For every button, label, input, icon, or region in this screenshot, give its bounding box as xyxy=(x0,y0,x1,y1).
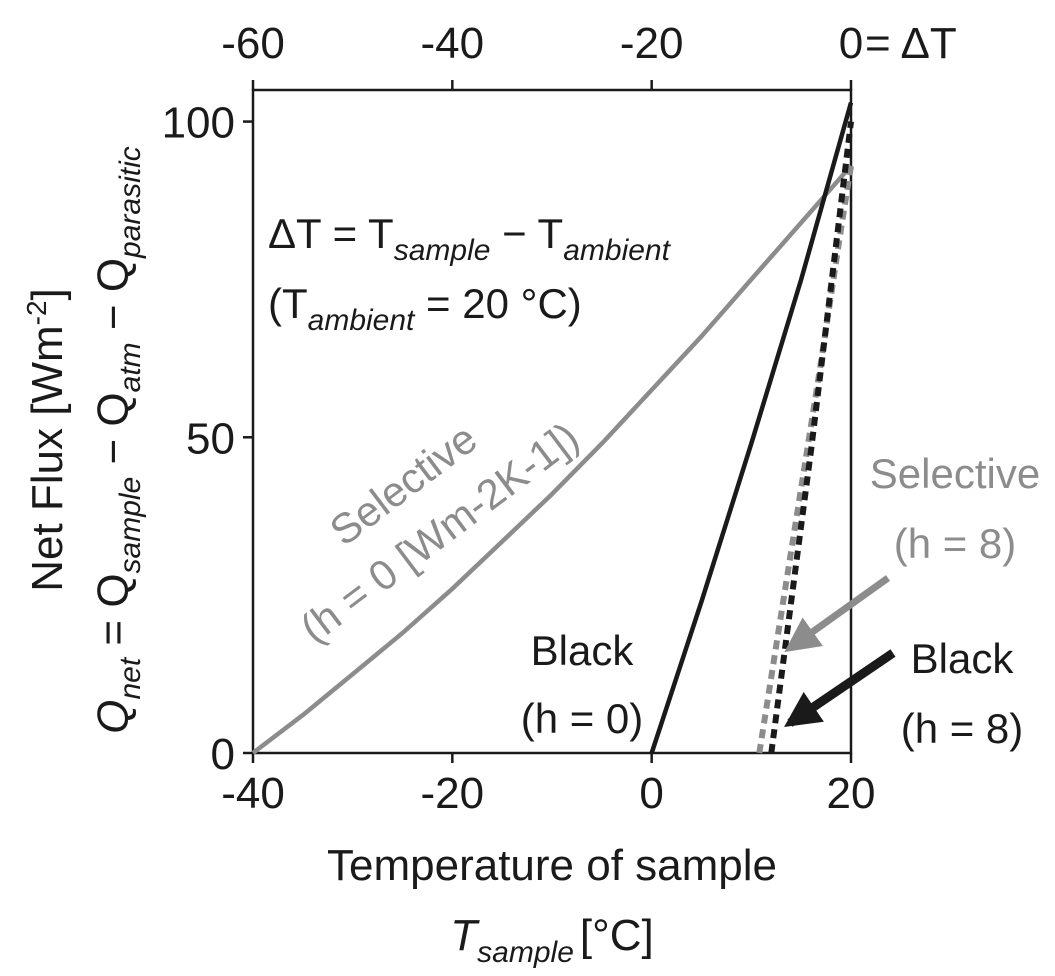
x-tick-label: -40 xyxy=(221,769,285,818)
series-line-black-h-8 xyxy=(768,121,854,754)
arrow-black-h8 xyxy=(784,649,896,728)
top-tick-label: 0 xyxy=(839,19,863,68)
y-axis-label-2: Qnet = Qsample − Qatm − Qparasitic xyxy=(89,146,147,734)
annotation-black-h0-line1: Black xyxy=(531,627,635,674)
series-layer xyxy=(251,101,854,755)
top-tick-label: -60 xyxy=(221,19,285,68)
y-tick-label: 50 xyxy=(186,414,235,463)
series-line-black-h-0 xyxy=(649,101,854,754)
series-line-selective-h-8 xyxy=(756,165,854,754)
annotation-selective-h8-line1: Selective xyxy=(870,450,1040,497)
top-axis-suffix: = ΔT xyxy=(865,19,957,68)
top-tick-label: -20 xyxy=(620,19,684,68)
x-axis-symbol: Tsample [°C] xyxy=(450,911,653,969)
top-tick-label: -40 xyxy=(421,19,485,68)
x-axis-label: Temperature of sample xyxy=(327,841,777,890)
annotation-black-h0-line2: (h = 0) xyxy=(521,695,644,742)
x-tick-label: -20 xyxy=(421,769,485,818)
arrow-selective-h8 xyxy=(784,575,891,653)
annotation-black-h8-line1: Black xyxy=(911,635,1015,682)
y-tick-label: 0 xyxy=(211,730,235,779)
annotation-selective-h8-line2: (h = 8) xyxy=(894,520,1017,567)
series-line-selective-h-0-wm-2k-1 xyxy=(251,164,853,755)
annotation-ambient: (Tambient = 20 °C) xyxy=(268,280,582,337)
x-tick-label: 0 xyxy=(639,769,663,818)
annotation-black-h8-line2: (h = 8) xyxy=(901,705,1024,752)
y-axis-label-1: Net Flux [Wm-2] xyxy=(21,288,72,592)
plot-frame xyxy=(251,88,853,755)
annotation-delta-definition: ΔT = Tsample − Tambient xyxy=(268,210,672,267)
x-tick-label: 20 xyxy=(827,769,876,818)
ticks-layer: -40 -20 0 20 0 50 100 -60 -40 -20 0 xyxy=(162,19,876,818)
y-tick-label: 100 xyxy=(162,99,235,148)
